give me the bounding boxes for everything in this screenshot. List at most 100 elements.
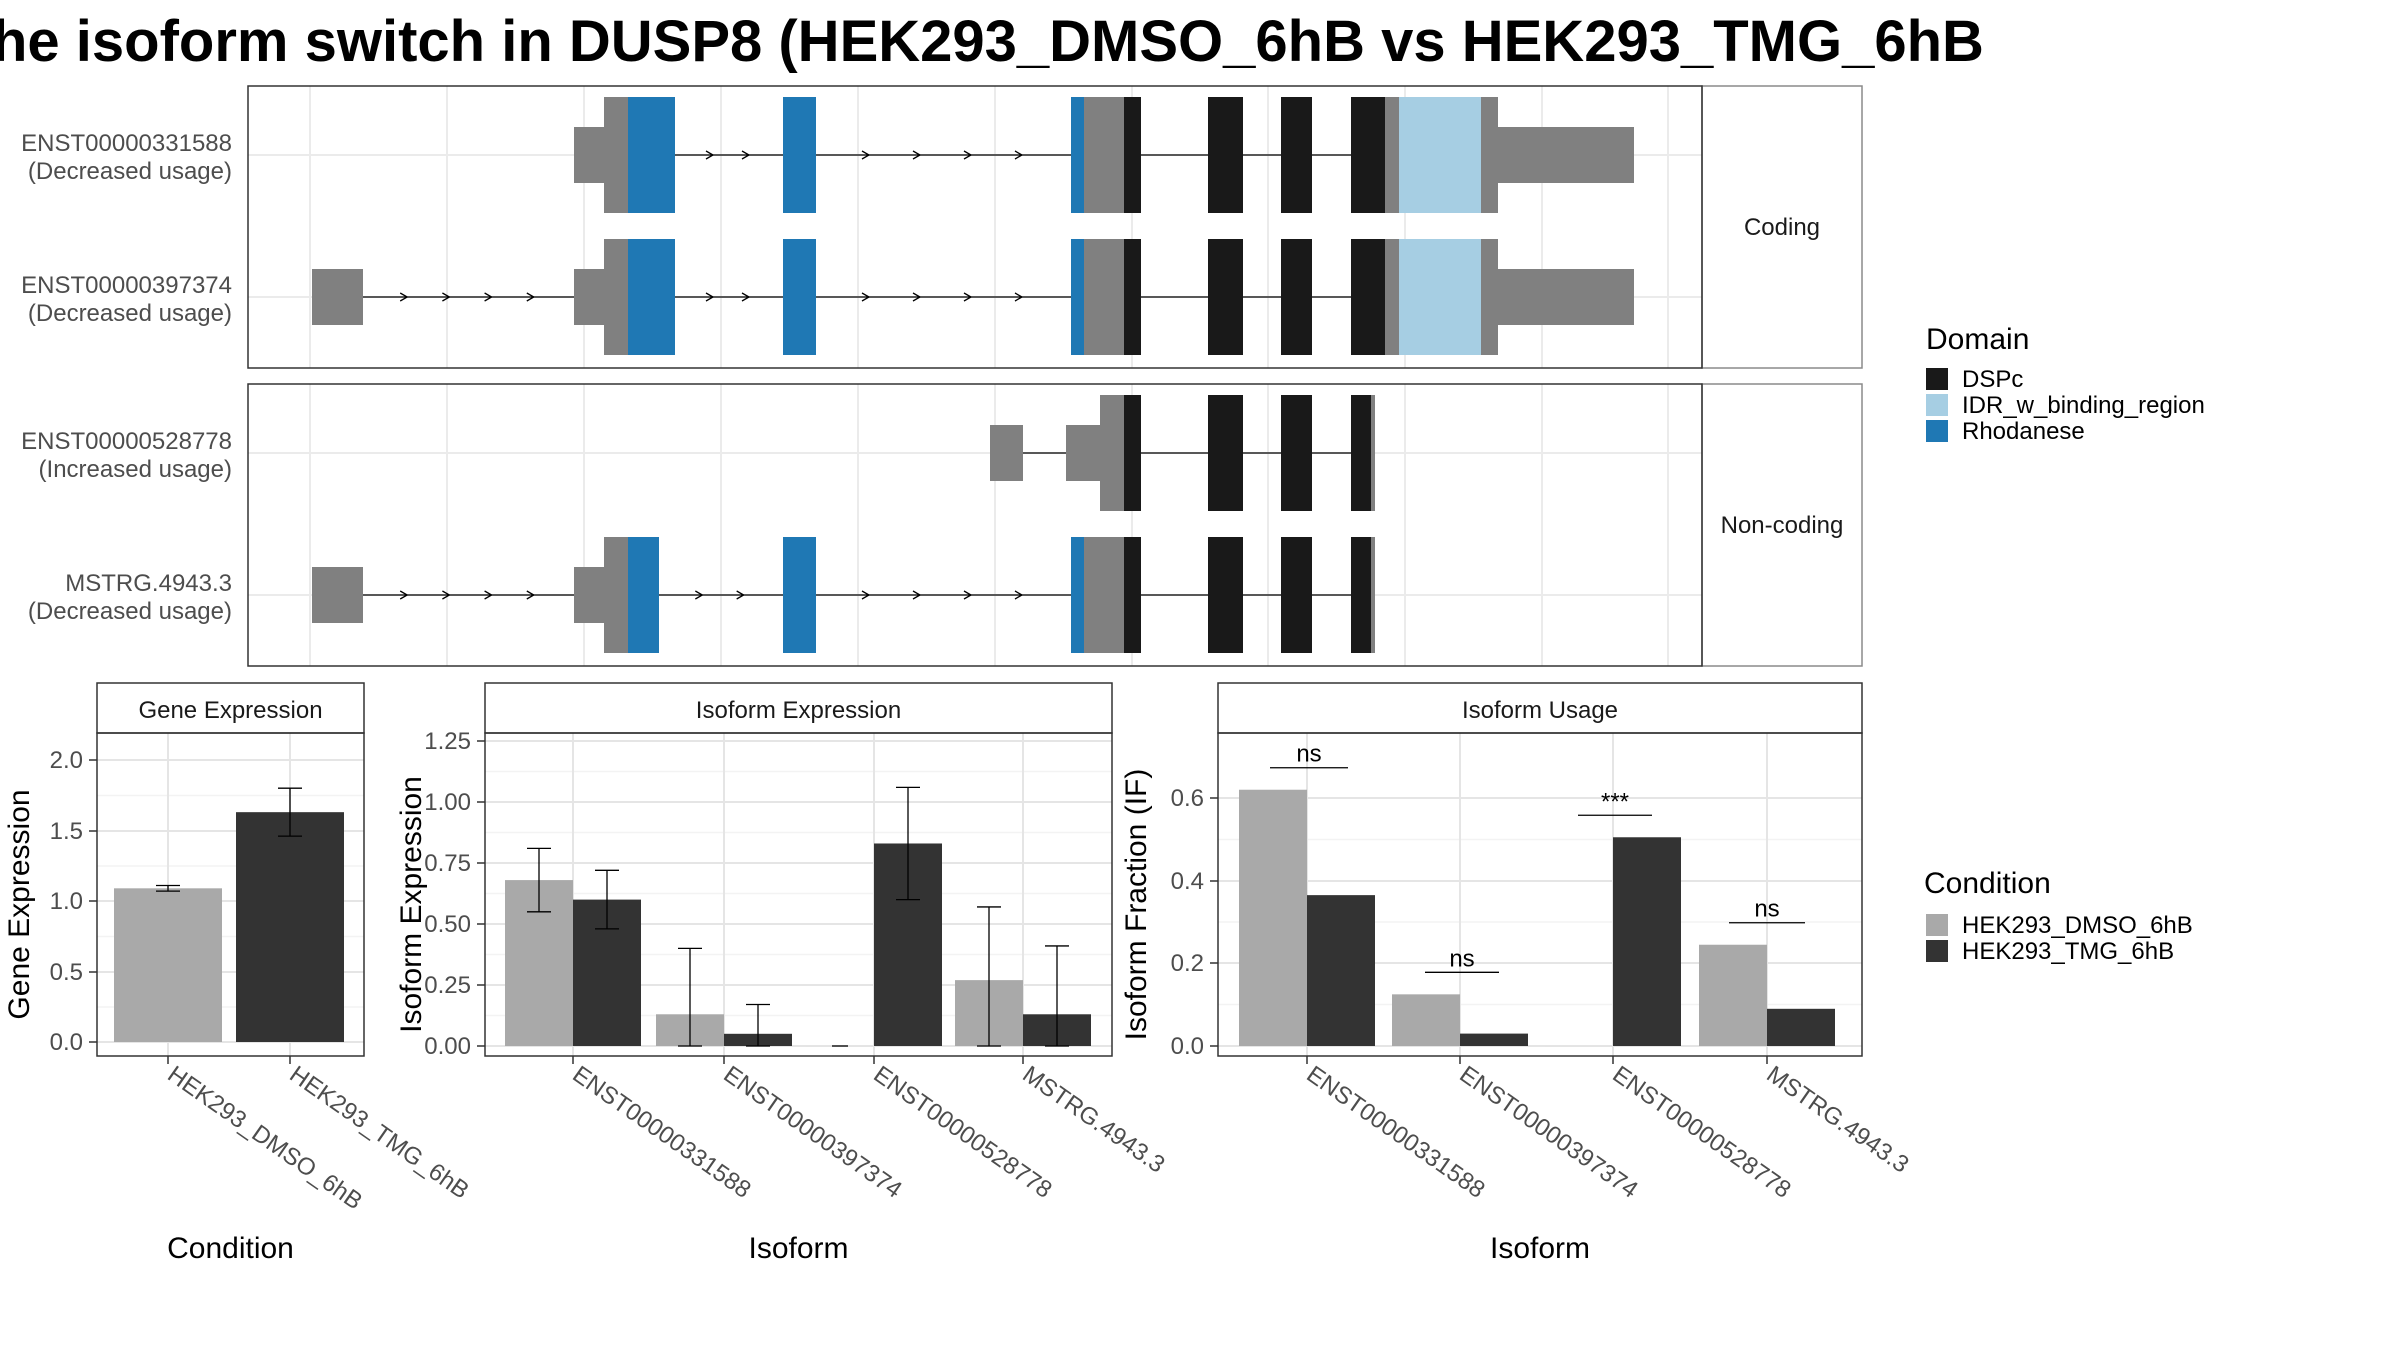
condition-legend-label: HEK293_TMG_6hB (1962, 938, 2174, 965)
bar (1613, 837, 1681, 1046)
domain-legend-label: IDR_w_binding_region (1962, 392, 2205, 419)
y-tick-label: 0.25 (424, 972, 471, 999)
y-axis-title: Isoform Fraction (IF) (1120, 769, 1153, 1041)
intron-arrow (526, 292, 536, 302)
exon-rhodanese (783, 537, 816, 653)
domain-legend-label: Rhodanese (1962, 418, 2085, 445)
bar (1392, 994, 1460, 1046)
bar-panel-title: Isoform Expression (696, 697, 901, 724)
structure-panel-border (247, 383, 1703, 667)
bar (1767, 1008, 1835, 1046)
domain-legend-label: DSPc (1962, 366, 2023, 393)
intron-arrow (442, 590, 451, 600)
intron-arrow (695, 590, 704, 600)
exon-utr (1084, 97, 1124, 213)
x-axis-title: Condition (167, 1232, 294, 1265)
exon-utr (1100, 395, 1124, 511)
intron-arrow (963, 150, 973, 160)
intron-arrow (912, 292, 922, 302)
exon-utr (312, 567, 363, 623)
exon-dspc (1208, 537, 1243, 653)
bar-panel-strip (484, 682, 1113, 734)
intron-arrow (484, 590, 493, 600)
exon-rhodanese (628, 97, 675, 213)
structure-panel-border (247, 85, 1703, 369)
exon-rhodanese (783, 97, 816, 213)
exon-dspc (1351, 97, 1385, 213)
structure-strip-label: Non-coding (1721, 512, 1844, 539)
exon-rhodanese (1071, 537, 1084, 653)
figure-title: he isoform switch in DUSP8 (HEK293_DMSO_… (0, 9, 1984, 74)
exon-utr (1498, 127, 1634, 183)
significance-label: ns (1296, 741, 1321, 768)
x-tick-label: MSTRG.4943.3 (1762, 1061, 1914, 1179)
structure-strip (1701, 85, 1863, 369)
exon-utr (1481, 239, 1498, 355)
structure-panel-2 (248, 384, 1702, 666)
exon-dspc (1281, 395, 1312, 511)
exon-utr (1481, 97, 1498, 213)
transcript-label: MSTRG.4943.3 (65, 570, 232, 597)
y-tick-label: 0.2 (1171, 950, 1204, 977)
y-tick-label: 0.00 (424, 1033, 471, 1060)
x-tick-label: HEK293_DMSO_6hB (163, 1061, 368, 1215)
x-tick-label: MSTRG.4943.3 (1018, 1061, 1170, 1179)
intron-arrow (442, 292, 451, 302)
y-tick-label: 0.6 (1171, 785, 1204, 812)
intron-arrow (1014, 150, 1024, 160)
exon-utr (574, 269, 604, 325)
exon-rhodanese (628, 537, 659, 653)
condition-legend-key (1926, 940, 1948, 962)
y-tick-label: 0.0 (50, 1029, 83, 1056)
exon-dspc (1281, 97, 1312, 213)
intron-arrow (741, 150, 751, 160)
intron-arrow (526, 590, 536, 600)
exon-utr (1385, 239, 1399, 355)
exon-utr (1498, 269, 1634, 325)
intron-arrow (861, 590, 871, 600)
transcript-usage-label: (Decreased usage) (28, 158, 232, 185)
transcript-label: ENST00000331588 (21, 130, 232, 157)
exon-dspc (1351, 537, 1371, 653)
x-axis-title: Isoform (1490, 1232, 1590, 1265)
bar-panel-title: Isoform Usage (1462, 697, 1618, 724)
transcript-usage-label: (Decreased usage) (28, 598, 232, 625)
intron-arrow (399, 590, 409, 600)
y-tick-label: 1.00 (424, 789, 471, 816)
exon-rhodanese (1071, 97, 1084, 213)
domain-legend-key (1926, 368, 1948, 390)
domain-legend-key (1926, 394, 1948, 416)
transcript-label: ENST00000528778 (21, 428, 232, 455)
exon-utr (1084, 537, 1124, 653)
intron-arrow (1014, 590, 1024, 600)
exon-rhodanese (1071, 239, 1084, 355)
exon-utr (1385, 97, 1399, 213)
bar (114, 888, 222, 1042)
bar (1239, 789, 1307, 1046)
bar-panel-strip (1217, 682, 1863, 734)
significance-label: *** (1601, 788, 1629, 815)
y-tick-label: 1.0 (50, 888, 83, 915)
exon-dspc (1124, 395, 1141, 511)
intron-arrow (705, 150, 715, 160)
exon-utr (604, 537, 628, 653)
domain-legend-key (1926, 420, 1948, 442)
exon-utr (574, 567, 604, 623)
exon-utr (574, 127, 604, 183)
exon-idr-w-binding-region (1399, 239, 1481, 355)
transcript-usage-label: (Increased usage) (39, 456, 232, 483)
y-tick-label: 2.0 (50, 747, 83, 774)
intron-arrow (741, 292, 751, 302)
intron-arrow (705, 292, 715, 302)
exon-utr (604, 97, 628, 213)
intron-arrow (963, 590, 973, 600)
condition-legend-label: HEK293_DMSO_6hB (1962, 912, 2193, 939)
bar (1460, 1033, 1528, 1046)
exon-utr (604, 239, 628, 355)
exon-dspc (1208, 239, 1243, 355)
x-axis-title: Isoform (748, 1232, 848, 1265)
transcript-usage-label: (Decreased usage) (28, 300, 232, 327)
intron-arrow (484, 292, 493, 302)
significance-label: ns (1449, 945, 1474, 972)
